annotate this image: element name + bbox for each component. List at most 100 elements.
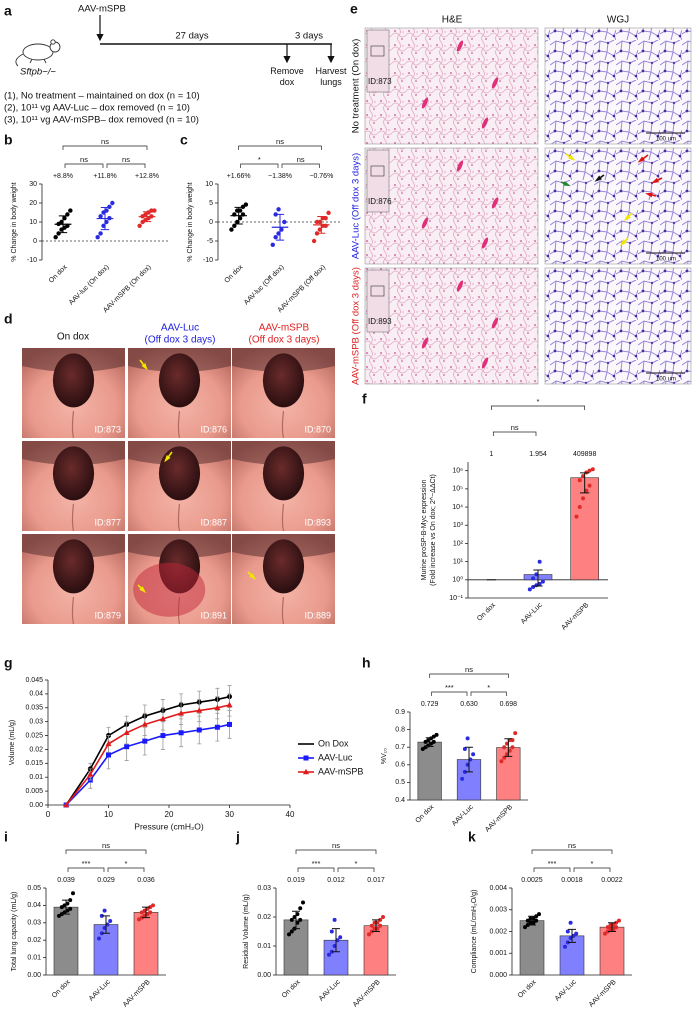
data-point: [323, 216, 328, 221]
data-point: [229, 227, 234, 232]
data-point: [107, 204, 112, 209]
x-tick-label: AAV-Luc: [318, 978, 342, 1002]
sample-id: ID:893: [304, 517, 331, 527]
wgj-section: [544, 27, 692, 145]
data-point: [465, 736, 470, 741]
error-bar: [465, 746, 473, 773]
x-tick-label: AAV-mSPB: [560, 602, 590, 632]
significance-bracket: [107, 867, 145, 872]
data-point: [232, 223, 237, 228]
marker: [178, 710, 185, 716]
marker: [227, 721, 232, 727]
value-label: 0.039: [57, 877, 75, 884]
sample-id: ID:889: [304, 610, 331, 620]
error-bar: [142, 211, 152, 223]
data-point: [367, 932, 371, 937]
y-tick-label: 0.025: [25, 732, 43, 739]
data-point: [289, 917, 294, 922]
error-bar: [234, 206, 243, 225]
heart: [52, 353, 95, 408]
marker: [63, 801, 70, 808]
data-point: [68, 208, 73, 213]
data-point: [378, 917, 383, 922]
y-tick-label: 0.015: [25, 760, 43, 767]
data-point: [282, 219, 287, 225]
x-tick-label: 0: [46, 810, 51, 819]
x-tick-label: AAV-mSPB: [484, 804, 514, 834]
data-point: [273, 212, 278, 217]
marker: [159, 715, 166, 722]
data-point: [53, 235, 58, 240]
x-tick-label: On dox: [281, 978, 302, 999]
data-point: [462, 746, 467, 751]
lung-lobe-line: [71, 596, 75, 625]
significance-label: ns: [297, 155, 305, 164]
data-point: [332, 917, 337, 922]
panel-label: b: [4, 132, 13, 148]
data-point: [434, 732, 439, 737]
y-tick-label: 0: [33, 238, 37, 245]
y-axis-label: % Change in body weight: [11, 182, 18, 261]
data-point: [502, 745, 507, 750]
y-tick-label: 0.00: [257, 972, 271, 979]
heart: [52, 539, 95, 594]
marker: [226, 701, 233, 708]
data-point: [471, 752, 476, 757]
data-point: [378, 923, 383, 928]
data-point: [540, 579, 545, 584]
he-section: [364, 27, 539, 145]
data-point: [98, 214, 103, 219]
marker: [214, 704, 221, 710]
value-label: 0.0022: [601, 877, 623, 884]
data-point: [311, 238, 317, 244]
data-point: [276, 207, 281, 212]
thumbnail-roi: [370, 285, 385, 297]
section-thumbnail: [366, 29, 390, 93]
vessel: [456, 40, 464, 52]
y-tick-label: 0.00: [27, 972, 41, 979]
vessel: [421, 337, 429, 349]
significance-bracket: [573, 867, 611, 872]
x-tick-label: 30: [225, 810, 234, 819]
significance-bracket: [297, 867, 335, 872]
data-point: [329, 949, 334, 954]
data-point: [338, 935, 343, 940]
pointer-arrow-head: [619, 239, 627, 247]
data-point: [577, 505, 582, 510]
y-axis-label: Murine proSP-B-Myc expression: [421, 480, 428, 581]
data-point: [587, 468, 592, 473]
vessel: [491, 77, 499, 89]
y-axis-label: Volume (mL/g): [9, 720, 16, 766]
pointer-arrow-head: [249, 573, 257, 581]
significance-label: ***: [312, 859, 321, 868]
x-tick-label: AAV-mSPB (Off dox): [277, 264, 327, 314]
vessel: [481, 237, 489, 249]
data-point: [323, 223, 328, 228]
data-point: [327, 952, 331, 957]
y-tick-label: 0.000: [489, 972, 507, 979]
y-tick-label: 0.045: [25, 677, 43, 684]
data-point: [584, 488, 589, 493]
vessel: [421, 217, 429, 229]
marker: [106, 752, 111, 758]
data-point: [523, 925, 527, 930]
data-point: [326, 210, 331, 216]
data-point: [289, 929, 294, 934]
value-label: +1.66%: [227, 173, 251, 180]
row-label: No treatment (On dox): [351, 39, 362, 134]
y-tick-label: 0.01: [29, 774, 43, 781]
error-bar: [528, 915, 536, 926]
lung-lobe-line: [177, 503, 181, 532]
value-label: +12.8%: [135, 173, 159, 180]
section-thumbnail: [366, 269, 390, 333]
row-label: AAV-mSPB (Off dox 3 days): [351, 267, 362, 385]
lung-lobe-line: [281, 410, 285, 439]
interval-label: 27 days: [175, 31, 209, 42]
legend-marker: [303, 768, 309, 775]
y-tick-label: 0.03: [27, 920, 41, 927]
significance-label: ns: [122, 155, 130, 164]
significance-label: ns: [332, 841, 340, 850]
y-axis-label: Compliance (mL/cmH₂O/g): [471, 890, 478, 974]
